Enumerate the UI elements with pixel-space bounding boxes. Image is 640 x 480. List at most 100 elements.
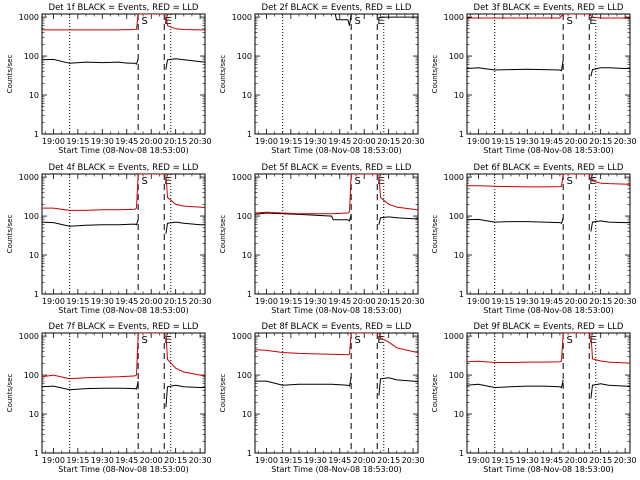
x-tick-label: 20:00 xyxy=(140,456,163,465)
events-series-line xyxy=(255,376,352,387)
chart-panel: Det 1f BLACK = Events, RED = LLD 1 10 100 10… xyxy=(6,3,212,155)
x-tick-label: 20:30 xyxy=(402,297,425,306)
chart-panel: Det 6f BLACK = Events, RED = LLD 1 10 100 10… xyxy=(431,163,637,315)
x-tick-label: 19:00 xyxy=(467,137,490,146)
y-tick-label: 1000 xyxy=(444,332,464,341)
x-tick-label: 20:30 xyxy=(189,297,212,306)
y-tick-label: 1 xyxy=(34,130,39,139)
y-tick-label: 1000 xyxy=(232,173,252,182)
x-axis-label: Start Time (08-Nov-08 18:53:00) xyxy=(58,146,188,155)
x-tick-label: 20:30 xyxy=(189,137,212,146)
x-tick-label: 19:00 xyxy=(255,137,278,146)
y-axis-label: Counts/sec xyxy=(219,215,227,254)
x-axis-label: Start Time (08-Nov-08 18:53:00) xyxy=(271,146,401,155)
x-tick-label: 20:15 xyxy=(589,137,612,146)
events-series-line xyxy=(590,220,630,232)
x-axis-label: Start Time (08-Nov-08 18:53:00) xyxy=(58,465,188,474)
y-tick-label: 1000 xyxy=(19,332,39,341)
events-series-line xyxy=(378,216,418,225)
x-tick-label: 19:45 xyxy=(328,137,351,146)
chart-title: Det 6f BLACK = Events, RED = LLD xyxy=(474,163,624,173)
events-series-line xyxy=(467,59,564,72)
y-tick-label: 10 xyxy=(242,251,252,260)
x-axis-label: Start Time (08-Nov-08 18:53:00) xyxy=(483,306,613,315)
chart-title: Det 1f BLACK = Events, RED = LLD xyxy=(49,3,199,13)
y-tick-label: 1000 xyxy=(444,13,464,22)
chart-title: Det 9f BLACK = Events, RED = LLD xyxy=(474,322,624,332)
marker-label: S xyxy=(567,335,573,346)
x-tick-label: 20:30 xyxy=(614,456,637,465)
y-axis-label: Counts/sec xyxy=(219,55,227,94)
lld-series-line xyxy=(42,14,205,31)
events-series-line xyxy=(255,212,352,222)
x-tick-label: 19:00 xyxy=(42,137,65,146)
y-tick-label: 100 xyxy=(24,212,39,221)
y-tick-label: 10 xyxy=(29,91,39,100)
x-axis-label: Start Time (08-Nov-08 18:53:00) xyxy=(483,146,613,155)
marker-label: S xyxy=(142,16,148,27)
y-tick-label: 100 xyxy=(24,52,39,61)
lld-series-line xyxy=(467,14,630,19)
y-axis-label: Counts/sec xyxy=(431,215,439,254)
lld-series-line xyxy=(255,174,418,215)
x-tick-label: 19:45 xyxy=(540,456,563,465)
chart-title: Det 3f BLACK = Events, RED = LLD xyxy=(474,3,624,13)
x-tick-label: 19:30 xyxy=(304,297,327,306)
x-tick-label: 19:00 xyxy=(42,456,65,465)
y-tick-label: 10 xyxy=(242,91,252,100)
marker-label: E xyxy=(164,335,170,346)
x-tick-label: 19:15 xyxy=(279,137,302,146)
x-tick-label: 20:30 xyxy=(189,456,212,465)
x-tick-label: 19:30 xyxy=(304,456,327,465)
y-tick-label: 10 xyxy=(454,410,464,419)
lld-series-line xyxy=(255,333,418,356)
x-tick-label: 19:30 xyxy=(516,297,539,306)
x-tick-label: 19:45 xyxy=(328,456,351,465)
plot-frame xyxy=(254,173,419,295)
events-series-line xyxy=(590,383,630,399)
events-series-line xyxy=(378,16,418,19)
y-tick-label: 1000 xyxy=(232,332,252,341)
x-tick-label: 20:15 xyxy=(377,456,400,465)
y-tick-label: 1 xyxy=(247,290,252,299)
events-series-line xyxy=(590,67,630,77)
events-series-line xyxy=(165,384,205,408)
x-tick-label: 19:30 xyxy=(304,137,327,146)
chart-panel: Det 7f BLACK = Events, RED = LLD 1 10 100 10… xyxy=(6,322,212,474)
x-tick-label: 20:00 xyxy=(140,137,163,146)
x-tick-label: 19:00 xyxy=(255,297,278,306)
plot-frame xyxy=(41,332,206,454)
chart-title: Det 8f BLACK = Events, RED = LLD xyxy=(262,322,412,332)
y-axis-label: Counts/sec xyxy=(431,55,439,94)
x-tick-label: 19:15 xyxy=(66,137,89,146)
x-tick-label: 19:45 xyxy=(328,297,351,306)
x-tick-label: 20:30 xyxy=(614,297,637,306)
marker-label: S xyxy=(567,176,573,187)
marker-label: S xyxy=(567,16,573,27)
x-tick-label: 19:15 xyxy=(66,456,89,465)
x-tick-label: 20:15 xyxy=(377,137,400,146)
marker-label: E xyxy=(377,176,383,187)
y-tick-label: 100 xyxy=(237,52,252,61)
y-tick-label: 100 xyxy=(449,212,464,221)
chart-title: Det 7f BLACK = Events, RED = LLD xyxy=(49,322,199,332)
x-tick-label: 20:30 xyxy=(614,137,637,146)
marker-label: E xyxy=(377,16,383,27)
y-tick-label: 1 xyxy=(247,130,252,139)
x-tick-label: 20:15 xyxy=(377,297,400,306)
lld-series-line xyxy=(42,333,205,380)
plot-frame xyxy=(466,13,631,135)
x-tick-label: 20:15 xyxy=(164,456,187,465)
x-tick-label: 20:15 xyxy=(589,456,612,465)
y-tick-label: 1 xyxy=(34,449,39,458)
x-tick-label: 20:15 xyxy=(589,297,612,306)
events-series-line xyxy=(42,380,139,391)
x-tick-label: 20:15 xyxy=(164,297,187,306)
y-tick-label: 1 xyxy=(34,290,39,299)
x-tick-label: 20:00 xyxy=(565,297,588,306)
chart-title: Det 4f BLACK = Events, RED = LLD xyxy=(49,163,199,173)
x-tick-label: 19:30 xyxy=(91,456,114,465)
y-tick-label: 100 xyxy=(24,371,39,380)
x-tick-label: 20:00 xyxy=(565,456,588,465)
chart-panel: Det 3f BLACK = Events, RED = LLD 1 10 100 10… xyxy=(431,3,637,155)
